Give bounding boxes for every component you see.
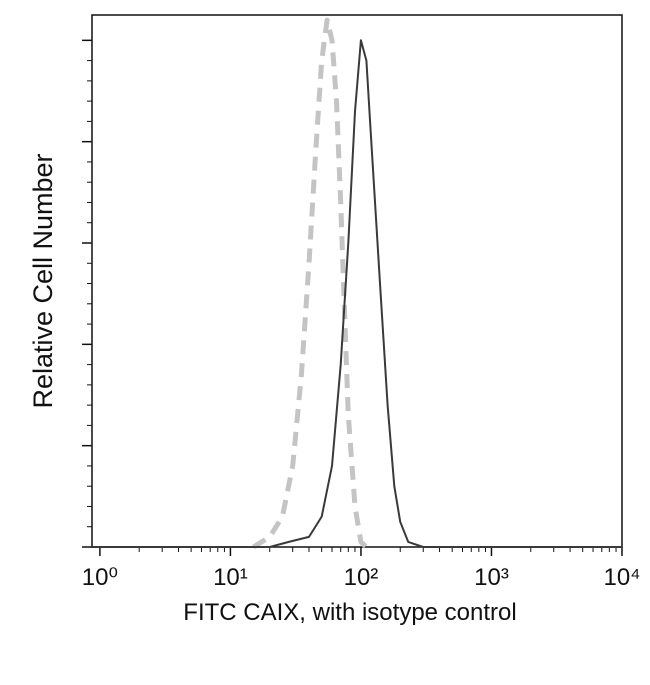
x-tick-label: 10⁴	[603, 564, 640, 591]
x-tick-label: 10²	[344, 564, 379, 591]
histogram-line	[252, 17, 369, 550]
x-axis-label: FITC CAIX, with isotype control	[183, 599, 516, 626]
y-axis-label: Relative Cell Number	[28, 153, 58, 408]
plot-frame	[91, 14, 623, 548]
histogram-line	[92, 39, 622, 548]
x-tick-label: 10¹	[213, 564, 248, 591]
x-tick-label: 10³	[474, 564, 509, 591]
x-tick-label: 10⁰	[82, 564, 118, 591]
